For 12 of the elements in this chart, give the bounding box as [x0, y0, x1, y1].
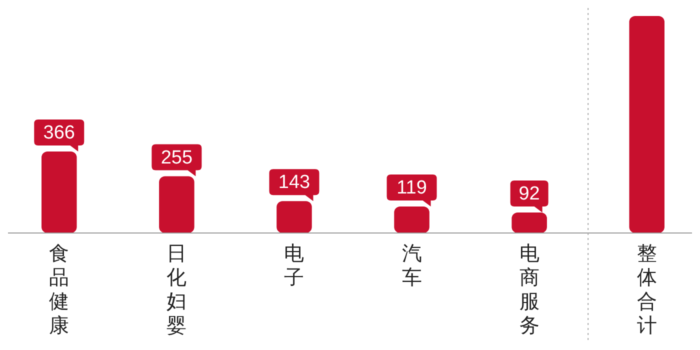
data-label: 92	[518, 184, 540, 205]
x-tick-label: 汽车	[402, 243, 422, 289]
data-label: 255	[160, 147, 193, 168]
x-tick-label: 电子	[284, 243, 304, 289]
x-tick-label: 食品健康	[49, 243, 70, 337]
bar	[629, 16, 664, 233]
x-tick-label: 日化妇婴	[166, 243, 187, 337]
data-label: 366	[43, 122, 75, 144]
data-label: 119	[396, 178, 427, 199]
x-tick-label: 整体合计	[636, 243, 657, 337]
x-tick-label: 电商服务	[519, 243, 540, 337]
data-label: 143	[278, 172, 310, 194]
